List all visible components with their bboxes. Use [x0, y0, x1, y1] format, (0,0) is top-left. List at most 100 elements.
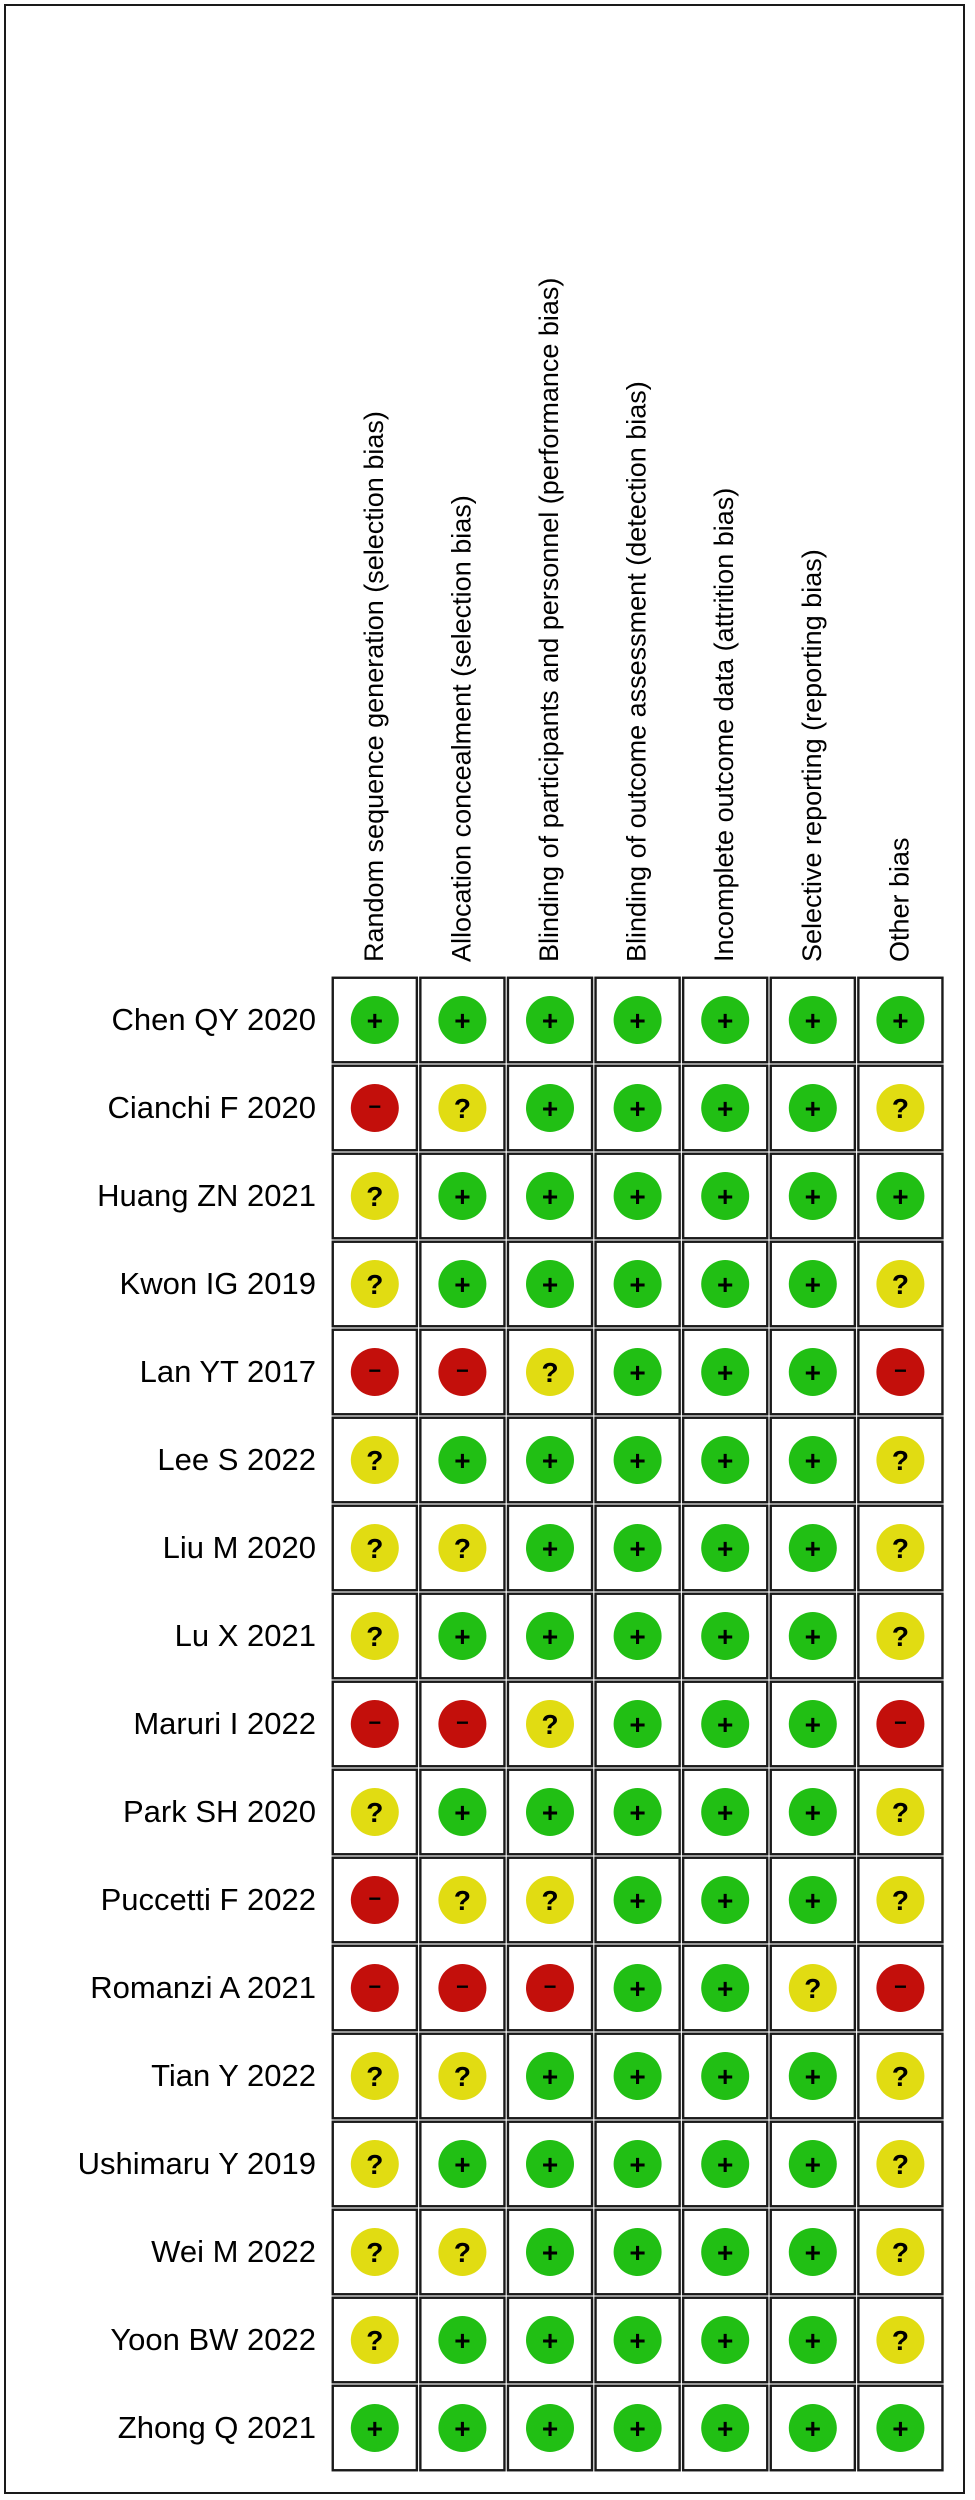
- judgement-unclear-icon: [876, 2316, 925, 2364]
- judgement-low-icon: [526, 1436, 574, 1484]
- judgement-symbol: +: [717, 2325, 733, 2356]
- judgement-unclear-icon: [350, 1788, 399, 1836]
- judgement-symbol: +: [629, 2325, 645, 2356]
- judgement-low-icon: [876, 996, 925, 1044]
- judgement-symbol: ?: [454, 2237, 471, 2268]
- judgement-low-icon: [438, 2404, 487, 2452]
- judgement-symbol: +: [805, 1885, 821, 1916]
- judgement-unclear-icon: [876, 1260, 925, 1308]
- judgement-low-icon: [526, 2316, 574, 2364]
- judgement-symbol: +: [805, 1357, 821, 1388]
- judgement-symbol: +: [629, 1005, 645, 1036]
- judgement-symbol: ?: [892, 1093, 909, 1124]
- study-label: Wei M 2022: [151, 2234, 316, 2269]
- judgement-symbol: +: [542, 2413, 558, 2444]
- judgement-symbol: +: [717, 1005, 733, 1036]
- judgement-symbol: ?: [366, 1181, 383, 1212]
- study-label: Huang ZN 2021: [97, 1178, 316, 1213]
- judgement-symbol: +: [805, 2149, 821, 2180]
- judgement-low-icon: [438, 1436, 487, 1484]
- judgement-symbol: ?: [366, 2061, 383, 2092]
- judgement-symbol: ?: [892, 2325, 909, 2356]
- study-label: Cianchi F 2020: [107, 1090, 316, 1125]
- judgement-low-icon: [788, 1084, 837, 1132]
- judgement-low-icon: [701, 1172, 750, 1220]
- study-label: Zhong Q 2021: [118, 2410, 316, 2445]
- judgement-low-icon: [438, 1260, 487, 1308]
- judgement-unclear-icon: [438, 2228, 487, 2276]
- judgement-unclear-icon: [876, 1788, 925, 1836]
- judgement-unclear-icon: [876, 1084, 925, 1132]
- judgement-symbol: +: [805, 1709, 821, 1740]
- column-header: Other bias: [884, 837, 914, 962]
- judgement-symbol: +: [454, 2413, 470, 2444]
- judgement-low-icon: [526, 2052, 574, 2100]
- judgement-symbol: +: [629, 1269, 645, 1300]
- judgement-symbol: ?: [892, 1533, 909, 1564]
- judgement-low-icon: [701, 1700, 750, 1748]
- judgement-low-icon: [526, 1788, 574, 1836]
- judgement-unclear-icon: [876, 2140, 925, 2188]
- judgement-cell: [769, 1768, 857, 1856]
- judgement-low-icon: [613, 1524, 662, 1572]
- judgement-cell: [681, 2032, 769, 2120]
- judgement-low-icon: [701, 1436, 750, 1484]
- judgement-symbol: +: [542, 1797, 558, 1828]
- column-header: Blinding of participants and personnel (…: [534, 278, 564, 962]
- judgement-symbol: +: [454, 1005, 470, 1036]
- judgement-cell: [681, 1064, 769, 1152]
- study-label: Romanzi A 2021: [90, 1970, 316, 2005]
- judgement-symbol: +: [717, 1269, 733, 1300]
- judgement-high-icon: [876, 1348, 925, 1396]
- judgement-unclear-icon: [438, 1084, 487, 1132]
- judgement-low-icon: [613, 1964, 662, 2012]
- judgement-symbol: +: [805, 1005, 821, 1036]
- judgement-symbol: +: [805, 2237, 821, 2268]
- judgement-symbol: ?: [892, 1269, 909, 1300]
- judgement-unclear-icon: [788, 1964, 837, 2012]
- judgement-low-icon: [701, 1788, 750, 1836]
- judgement-low-icon: [613, 1172, 662, 1220]
- judgement-symbol: ?: [804, 1973, 821, 2004]
- judgement-symbol: +: [629, 1093, 645, 1124]
- judgement-low-icon: [788, 1876, 837, 1924]
- judgement-symbol: +: [805, 1269, 821, 1300]
- judgement-low-icon: [613, 1612, 662, 1660]
- judgement-unclear-icon: [350, 2316, 399, 2364]
- judgement-low-icon: [701, 1348, 750, 1396]
- judgement-symbol: ?: [454, 1093, 471, 1124]
- judgement-low-icon: [350, 996, 399, 1044]
- judgement-cell: [419, 976, 506, 1064]
- judgement-symbol: +: [542, 2237, 558, 2268]
- judgement-symbol: +: [717, 1181, 733, 1212]
- judgement-symbol: +: [717, 1093, 733, 1124]
- judgement-cell: [594, 1504, 681, 1592]
- judgement-symbol: ?: [892, 1797, 909, 1828]
- judgement-high-icon: [876, 1964, 925, 2012]
- judgement-symbol: +: [454, 2325, 470, 2356]
- judgement-low-icon: [701, 1964, 750, 2012]
- judgement-unclear-icon: [350, 1436, 399, 1484]
- study-label: Lan YT 2017: [140, 1354, 316, 1389]
- judgement-symbol: +: [454, 1445, 470, 1476]
- judgement-symbol: −: [456, 1358, 469, 1383]
- judgement-symbol: ?: [892, 2061, 909, 2092]
- judgement-symbol: −: [368, 1358, 381, 1383]
- judgement-symbol: ?: [366, 2325, 383, 2356]
- judgement-low-icon: [613, 2316, 662, 2364]
- judgement-low-icon: [701, 2140, 750, 2188]
- judgement-high-icon: [438, 1700, 487, 1748]
- judgement-symbol: +: [892, 1181, 908, 1212]
- judgement-symbol: −: [894, 1358, 907, 1383]
- judgement-cell: [769, 2384, 857, 2472]
- judgement-unclear-icon: [526, 1700, 574, 1748]
- judgement-low-icon: [438, 1172, 487, 1220]
- column-header: Selective reporting (reporting bias): [797, 549, 827, 962]
- judgement-symbol: +: [805, 2413, 821, 2444]
- judgement-symbol: +: [629, 1885, 645, 1916]
- judgement-symbol: +: [629, 2061, 645, 2092]
- judgement-symbol: +: [717, 1885, 733, 1916]
- judgement-symbol: ?: [366, 1533, 383, 1564]
- judgement-symbol: +: [542, 2149, 558, 2180]
- judgement-low-icon: [613, 996, 662, 1044]
